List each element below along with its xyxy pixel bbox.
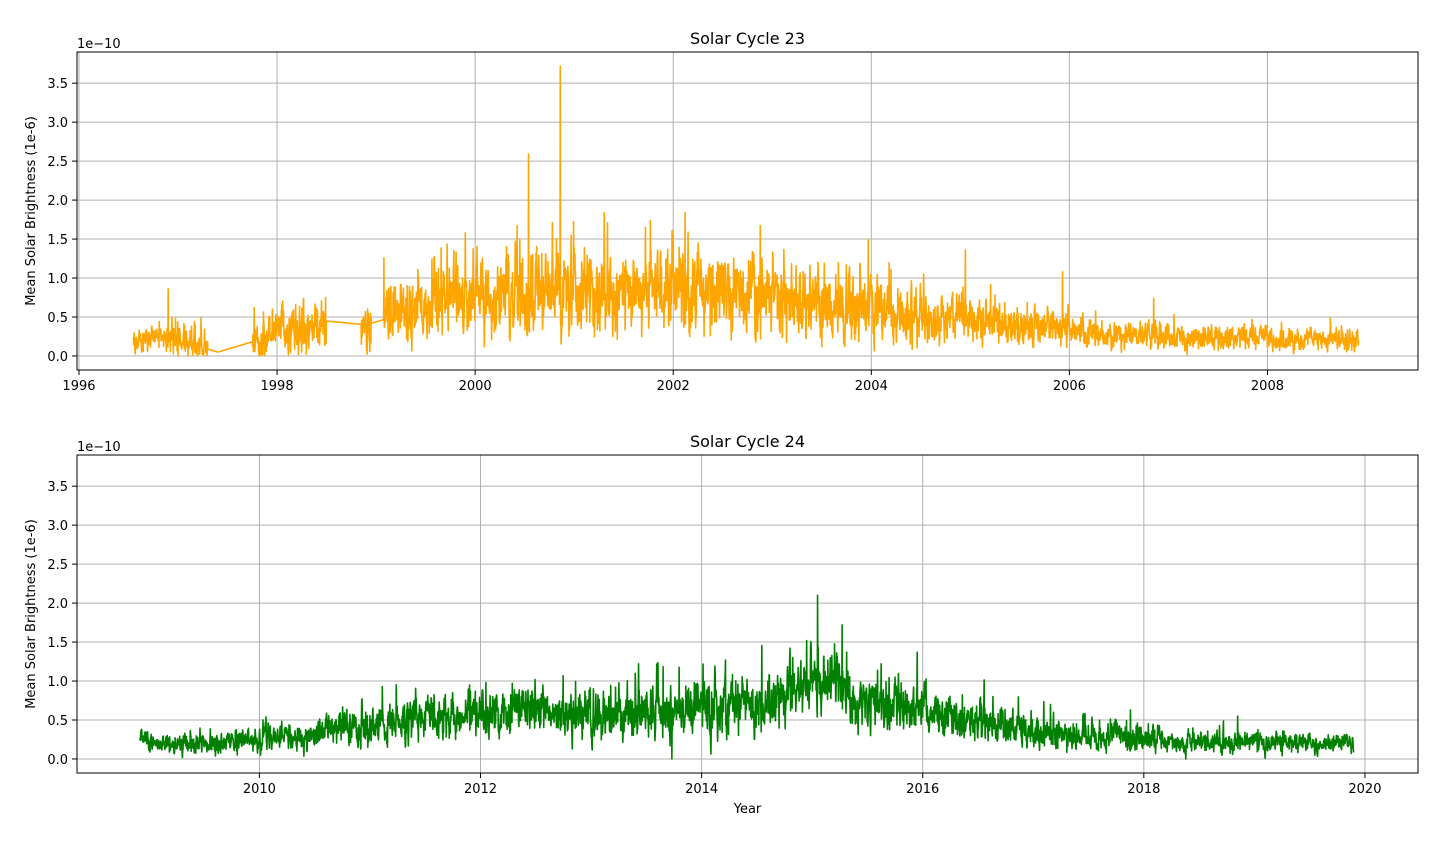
y-tick-label: 1.5 [47,636,68,651]
subplot-2: 2010 2012 2014 2016 2018 2020 0.0 0.5 1.0 1.5 2.0 2… [24,432,1419,817]
x-tick-label: 2000 [459,379,492,394]
x-tick-label: 2010 [243,782,276,797]
y-tick-label: 0.0 [47,350,68,365]
x-tick-label: 2016 [906,782,939,797]
y-tick-label: 2.0 [47,597,68,612]
axes-frame [76,454,1419,774]
y-tick-label: 2.5 [47,558,68,573]
y-axis-label: Mean Solar Brightness (1e-6) [24,116,39,306]
y-tick-label: 1.0 [47,675,68,690]
x-tick-label: 2006 [1053,379,1086,394]
y-tick-label: 2.0 [47,194,68,209]
y-tick-label: 0.5 [47,714,68,729]
x-tick-label: 2012 [464,782,497,797]
x-tick-label: 2008 [1251,379,1284,394]
y-tick-label: 3.0 [47,519,68,534]
x-tick-label: 2014 [685,782,718,797]
x-tick-label: 2004 [855,379,888,394]
x-tick-label: 2020 [1348,782,1381,797]
y-tick-label: 3.5 [47,480,68,495]
x-tick-label: 1996 [62,379,95,394]
y-tick-label: 3.5 [47,77,68,92]
x-axis-label: Year [733,802,762,817]
y-tick-label: 1.0 [47,272,68,287]
x-tick-label: 1998 [261,379,294,394]
subplot-1: 1996 1998 2000 2002 2004 2006 2008 0.0 0.5 1.0 1.5… [24,29,1419,394]
y-tick-label: 2.5 [47,155,68,170]
series-line [139,594,1355,760]
y-offset-label: 1e−10 [77,440,121,455]
series-line [132,65,1360,357]
y-axis-label: Mean Solar Brightness (1e-6) [24,519,39,709]
y-tick-label: 0.0 [47,753,68,768]
y-tick-label: 3.0 [47,116,68,131]
y-tick-label: 1.5 [47,233,68,248]
y-tick-label: 0.5 [47,311,68,326]
x-tick-label: 2002 [657,379,690,394]
axes-frame [76,51,1419,371]
x-tick-label: 2018 [1127,782,1160,797]
subplot-title: Solar Cycle 24 [690,432,805,451]
y-offset-label: 1e−10 [77,37,121,52]
subplot-title: Solar Cycle 23 [690,29,805,48]
